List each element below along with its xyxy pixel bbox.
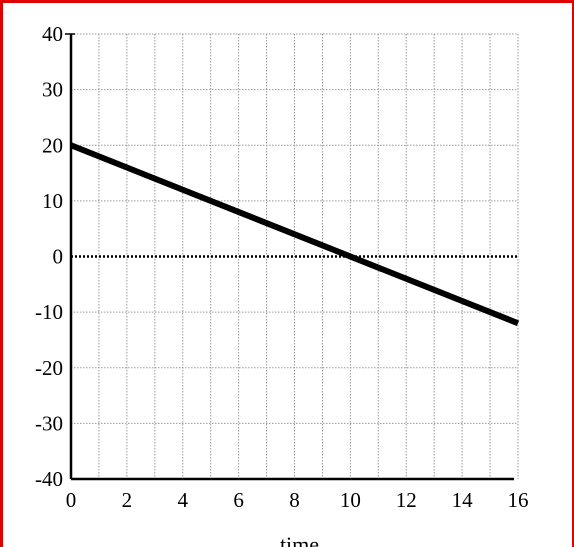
y-tick-label: 30 [42,78,63,102]
series-line [69,142,520,327]
y-tick-label: 40 [42,22,63,46]
x-axis-title: time [280,532,319,547]
x-tick-label: 12 [396,488,417,512]
x-tick-label: 6 [233,488,244,512]
y-tick-label: 20 [42,133,63,157]
y-tick-label: -30 [35,411,63,435]
y-tick-label: -40 [35,467,63,491]
x-tick-label: 10 [340,488,361,512]
grid [71,33,519,479]
x-tick-label: 0 [66,488,77,512]
y-tick-label: 0 [53,245,64,269]
x-tick-label: 14 [452,488,474,512]
x-tick-label: 8 [289,488,300,512]
x-tick-label: 16 [508,488,529,512]
y-tick-label: 10 [42,189,63,213]
axes [65,33,518,481]
x-tick-label: 2 [122,488,133,512]
x-tick-label: 4 [178,488,189,512]
y-tick-label: -20 [35,356,63,380]
y-tick-label: -10 [35,300,63,324]
series [69,142,520,327]
